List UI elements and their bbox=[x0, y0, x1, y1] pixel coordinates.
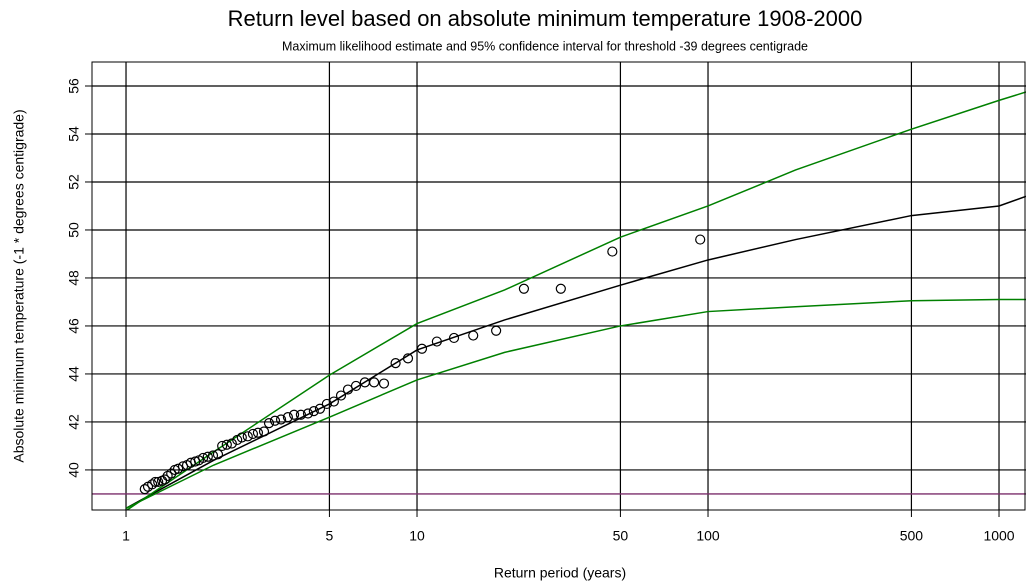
data-point bbox=[448, 332, 460, 344]
data-point bbox=[328, 396, 339, 407]
y-tick-label: 56 bbox=[66, 78, 82, 94]
data-point bbox=[378, 378, 390, 389]
series-line bbox=[125, 195, 1026, 509]
data-point bbox=[390, 358, 401, 369]
y-tick-label: 44 bbox=[66, 366, 82, 382]
y-tick-label: 50 bbox=[66, 222, 82, 238]
x-tick-label: 1000 bbox=[983, 528, 1014, 544]
data-point bbox=[147, 479, 158, 490]
data-point bbox=[202, 451, 213, 462]
x-tick-label: 1 bbox=[122, 528, 130, 544]
data-point bbox=[217, 440, 228, 452]
y-tick-label: 42 bbox=[66, 414, 82, 430]
x-tick-label: 5 bbox=[326, 528, 334, 544]
data-point bbox=[282, 412, 294, 423]
y-tick-label: 54 bbox=[66, 126, 82, 142]
data-point bbox=[295, 409, 307, 420]
data-point bbox=[159, 474, 170, 485]
x-tick-label: 500 bbox=[900, 528, 924, 544]
plot-area bbox=[92, 62, 1026, 510]
data-point bbox=[314, 403, 326, 414]
data-point bbox=[212, 449, 224, 460]
x-axis-label: Return period (years) bbox=[494, 565, 626, 581]
data-point bbox=[226, 438, 237, 449]
series-line bbox=[125, 91, 1026, 510]
x-tick-label: 50 bbox=[613, 528, 629, 544]
data-point bbox=[247, 428, 259, 440]
data-point bbox=[221, 439, 232, 450]
y-tick-label: 48 bbox=[66, 270, 82, 286]
x-tick-label: 100 bbox=[696, 528, 720, 544]
data-point bbox=[416, 343, 428, 354]
data-point bbox=[491, 325, 502, 336]
chart-title: Return level based on absolute minimum t… bbox=[228, 6, 863, 31]
data-point bbox=[308, 406, 319, 417]
y-tick-label: 52 bbox=[66, 174, 82, 190]
data-point bbox=[288, 409, 300, 420]
y-axis-label: Absolute minimum temperature (-1 * degre… bbox=[11, 109, 27, 462]
data-point bbox=[242, 431, 253, 442]
data-point bbox=[518, 283, 530, 294]
data-point bbox=[607, 246, 618, 257]
data-point bbox=[321, 398, 332, 410]
chart-subtitle: Maximum likelihood estimate and 95% conf… bbox=[282, 39, 808, 53]
data-point bbox=[252, 427, 264, 438]
data-point bbox=[197, 452, 209, 464]
data-point bbox=[555, 283, 566, 294]
data-point bbox=[368, 377, 380, 388]
y-tick-label: 46 bbox=[66, 318, 82, 334]
data-point bbox=[695, 234, 706, 245]
data-point bbox=[139, 484, 150, 495]
data-point bbox=[302, 408, 314, 419]
data-point bbox=[431, 336, 442, 347]
data-point bbox=[275, 414, 287, 425]
plot-frame bbox=[91, 61, 1026, 511]
data-point bbox=[166, 468, 177, 479]
x-tick-label: 10 bbox=[409, 528, 425, 544]
data-point bbox=[269, 415, 281, 426]
data-point bbox=[150, 476, 161, 488]
data-point bbox=[468, 330, 479, 341]
data-point bbox=[350, 380, 362, 392]
data-point bbox=[173, 463, 184, 474]
data-point bbox=[402, 353, 414, 364]
series-line bbox=[125, 298, 1026, 509]
data-point bbox=[263, 418, 275, 429]
data-point bbox=[236, 432, 247, 443]
y-tick-label: 40 bbox=[66, 462, 82, 478]
data-point bbox=[335, 390, 347, 401]
data-point bbox=[207, 450, 219, 461]
data-point bbox=[258, 426, 270, 437]
